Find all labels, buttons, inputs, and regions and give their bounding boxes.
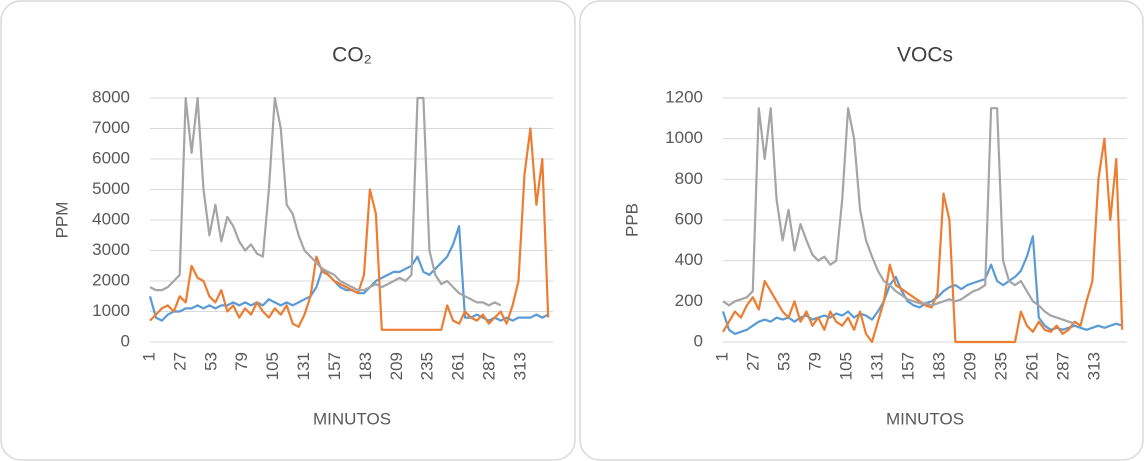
x-tick-label: 209 — [387, 352, 406, 380]
x-tick-label: 287 — [479, 352, 498, 380]
x-tick-label: 235 — [418, 352, 437, 380]
y-tick-label: 1000 — [665, 128, 703, 147]
x-tick-label: 1 — [712, 352, 731, 361]
x-tick-label: 261 — [1022, 352, 1041, 380]
x-tick-label: 157 — [898, 352, 917, 380]
x-tick-label: 53 — [201, 352, 220, 371]
y-tick-label: 400 — [675, 250, 703, 269]
y-tick-label: 200 — [675, 291, 703, 310]
y-tick-label: 600 — [675, 209, 703, 228]
x-tick-label: 235 — [991, 352, 1010, 380]
x-tick-label: 261 — [449, 352, 468, 380]
x-tick-label: 27 — [170, 352, 189, 371]
panel — [0, 0, 576, 461]
series-line — [722, 107, 1075, 325]
y-axis-label: PPB — [622, 203, 641, 237]
x-axis-label: MINUTOS — [313, 409, 391, 428]
y-tick-label: 0 — [121, 331, 130, 350]
x-tick-label: 313 — [510, 352, 529, 380]
series-line — [149, 127, 550, 331]
chart-title: CO₂ — [332, 44, 372, 67]
y-tick-label: 800 — [675, 169, 703, 188]
panel — [579, 0, 1144, 461]
x-tick-label: 53 — [774, 352, 793, 371]
x-tick-label: 105 — [836, 352, 855, 380]
x-tick-label: 313 — [1084, 352, 1103, 380]
x-tick-label: 79 — [232, 352, 251, 371]
y-tick-label: 8000 — [92, 87, 130, 106]
x-tick-label: 105 — [263, 352, 282, 380]
y-tick-label: 1200 — [665, 87, 703, 106]
y-tick-label: 6000 — [92, 148, 130, 167]
y-axis-label: PPM — [52, 202, 71, 239]
y-tick-label: 3000 — [92, 240, 130, 259]
series-line — [149, 96, 502, 307]
x-tick-label: 131 — [867, 352, 886, 380]
x-tick-label: 157 — [325, 352, 344, 380]
y-tick-label: 5000 — [92, 179, 130, 198]
y-tick-label: 2000 — [92, 270, 130, 289]
x-tick-label: 131 — [294, 352, 313, 380]
y-tick-label: 7000 — [92, 118, 130, 137]
y-tick-label: 1000 — [92, 301, 130, 320]
x-tick-label: 1 — [139, 352, 158, 361]
x-tick-label: 209 — [960, 352, 979, 380]
y-tick-label: 4000 — [92, 209, 130, 228]
x-axis-label: MINUTOS — [886, 409, 964, 428]
chart-title: VOCs — [897, 44, 953, 67]
x-tick-label: 79 — [805, 352, 824, 371]
y-tick-label: 0 — [694, 331, 703, 350]
x-tick-label: 287 — [1053, 352, 1072, 380]
x-tick-label: 183 — [356, 352, 375, 380]
x-tick-label: 27 — [743, 352, 762, 371]
x-tick-label: 183 — [929, 352, 948, 380]
